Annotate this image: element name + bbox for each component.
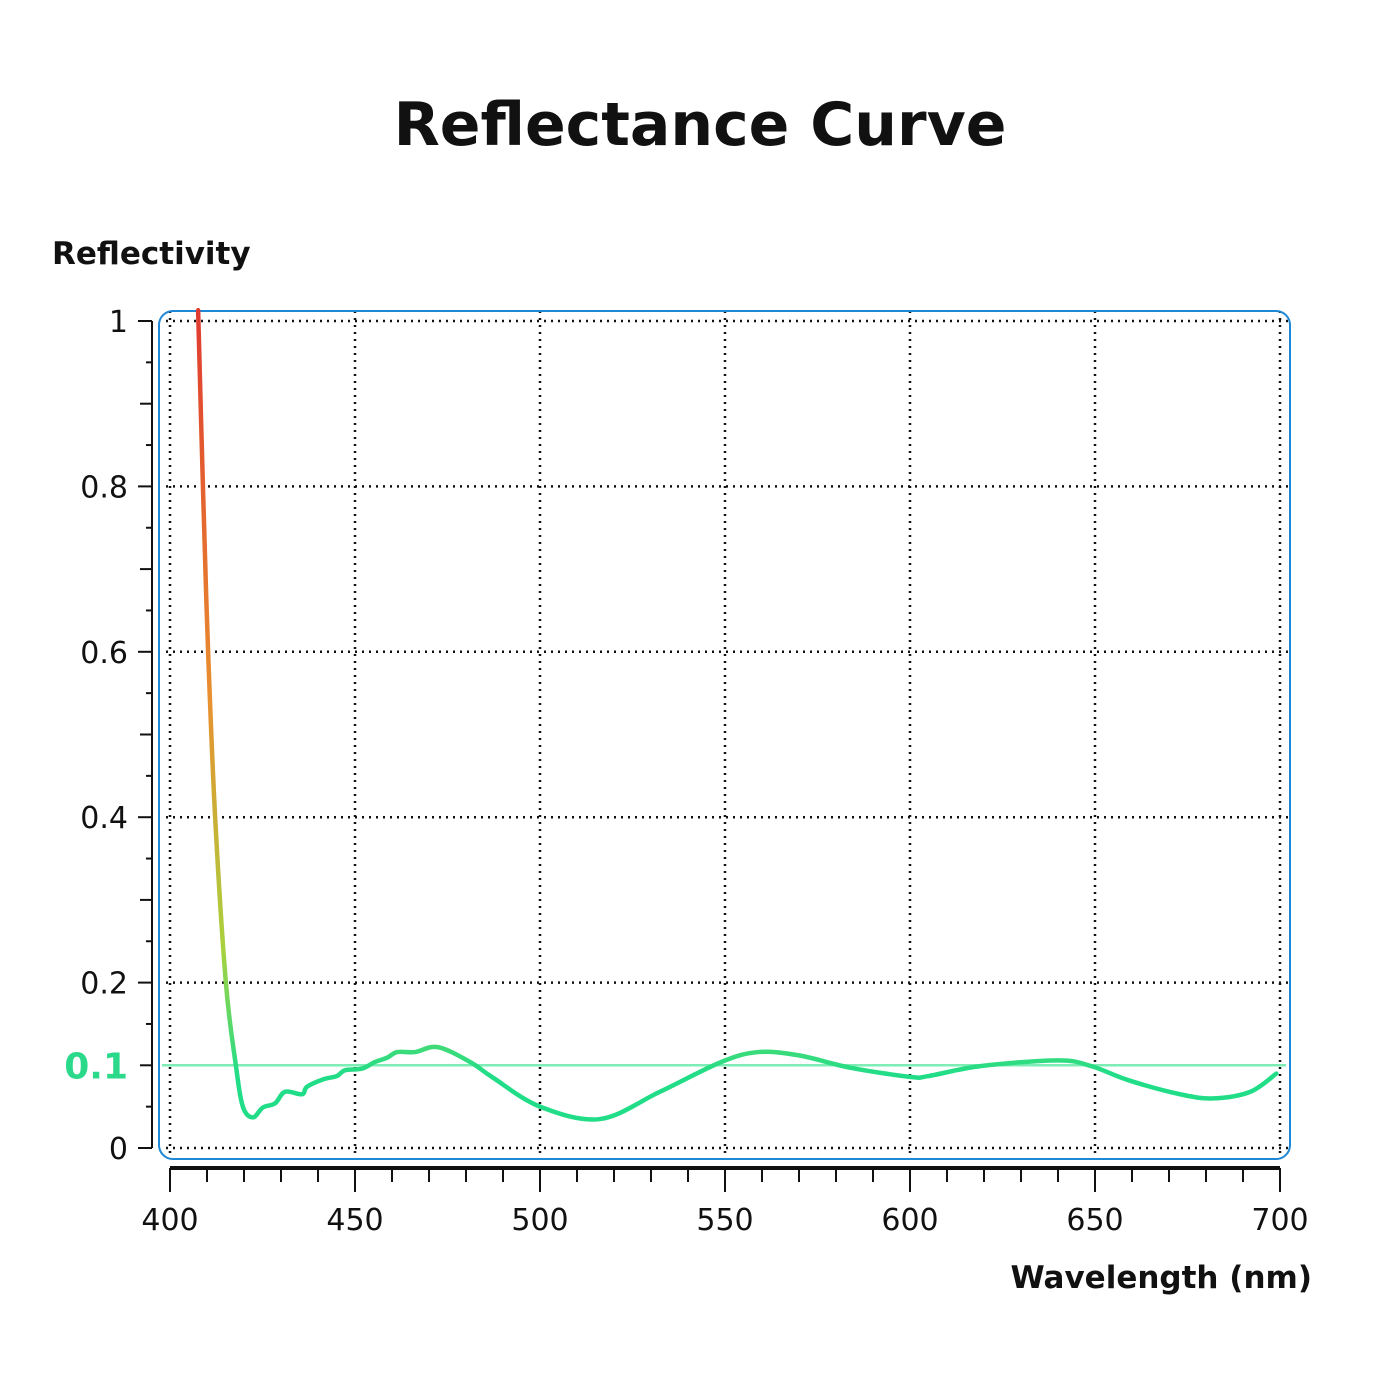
x-tick-label: 650 <box>1066 1203 1123 1238</box>
x-tick-label: 400 <box>141 1203 198 1238</box>
grid <box>166 311 1288 1159</box>
y-tick-label: 0.6 <box>80 636 128 671</box>
y-tick-label: 1 <box>109 305 128 340</box>
reference-line-label: 0.1 <box>64 1046 128 1087</box>
x-axis-label: Wavelength (nm) <box>1010 1260 1312 1296</box>
chart-title: Reflectance Curve <box>393 90 1007 160</box>
x-tick-label: 600 <box>881 1203 938 1238</box>
x-tick-label: 700 <box>1251 1203 1308 1238</box>
plot-frame <box>158 310 1291 1160</box>
y-tick-label: 0.8 <box>80 470 128 505</box>
x-tick-label: 550 <box>696 1203 753 1238</box>
y-tick-label: 0.4 <box>80 801 128 836</box>
x-tick-label: 500 <box>511 1203 568 1238</box>
y-tick-label: 0 <box>109 1132 128 1167</box>
y-tick-label: 0.2 <box>80 967 128 1002</box>
x-tick-label: 450 <box>326 1203 383 1238</box>
axes: 0 0.2 0.4 0.6 0.8 1 400 450 500 550 600 650 700 <box>80 305 1308 1238</box>
y-axis-label: Reflectivity <box>52 236 251 272</box>
reflectance-curve <box>195 307 1279 1122</box>
